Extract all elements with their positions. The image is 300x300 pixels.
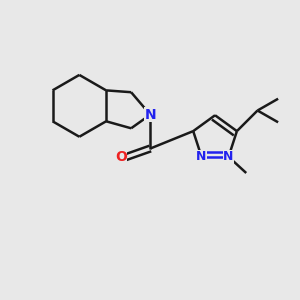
- Text: N: N: [224, 150, 234, 163]
- Text: O: O: [115, 150, 127, 164]
- Text: N: N: [145, 108, 156, 122]
- Text: N: N: [196, 150, 207, 163]
